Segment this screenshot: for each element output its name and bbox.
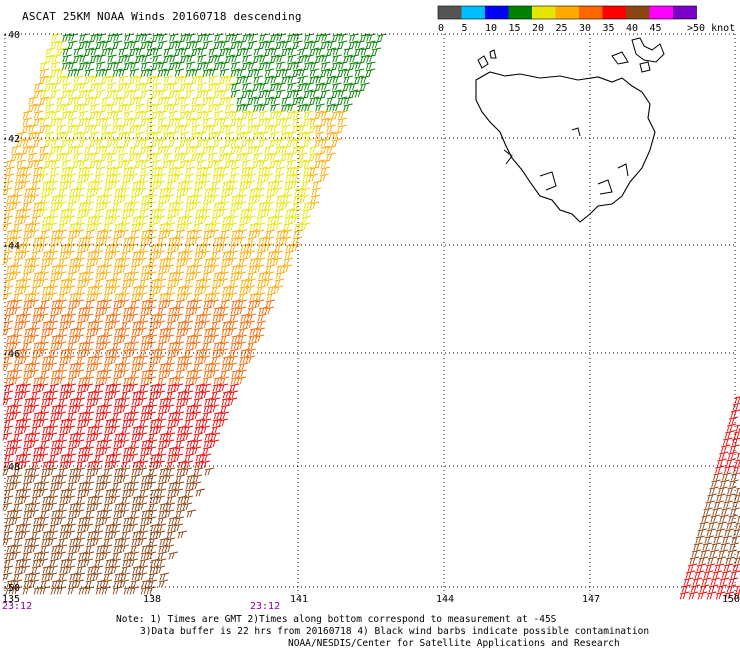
- note-line-2: 3)Data buffer is 22 hrs from 20160718 4)…: [140, 626, 650, 637]
- swath-time-labels: 23:12 23:12: [2, 601, 280, 612]
- footnotes: Note: 1) Times are GMT 2)Times along bot…: [0, 614, 740, 662]
- map-title: ASCAT 25KM NOAA Winds 20160718 descendin…: [22, 10, 302, 23]
- legend-label: 45: [650, 23, 662, 34]
- legend-label: 30: [579, 23, 591, 34]
- legend-swatch: [649, 6, 673, 19]
- lon-label: 150: [722, 594, 740, 605]
- legend-swatch: [485, 6, 509, 19]
- latitude-labels: -40 -42 -44 -46 -48 -50: [2, 30, 20, 594]
- lon-label: 144: [436, 594, 454, 605]
- lat-label: -48: [2, 462, 20, 473]
- legend-label: >50 knots: [687, 23, 736, 34]
- legend-swatch: [461, 6, 485, 19]
- swath-time: 23:12: [250, 601, 280, 612]
- lat-label: -40: [2, 30, 20, 41]
- wind-barb-group: [38, 33, 319, 231]
- legend-swatch: [532, 6, 556, 19]
- legend-swatch: [626, 6, 650, 19]
- graticule: [4, 33, 736, 598]
- tasmania-coastline: [475, 37, 665, 223]
- wind-speed-legend: 0 5 10 15 20 25 30 35 40 45 >50 knots: [437, 5, 736, 34]
- legend-swatch: [579, 6, 603, 19]
- legend-label: 10: [485, 23, 497, 34]
- tasmania-landmass: [475, 71, 656, 223]
- lon-label: 141: [290, 594, 308, 605]
- legend-label: 15: [509, 23, 521, 34]
- lat-label: -46: [2, 349, 20, 360]
- legend-swatch: [438, 6, 462, 19]
- wind-barb-group: [2, 299, 276, 385]
- legend-swatch: [555, 6, 579, 19]
- coast-detail: [503, 127, 629, 195]
- wind-barbs: [2, 33, 740, 600]
- legend-label: 40: [626, 23, 638, 34]
- lon-label: 138: [143, 594, 161, 605]
- swath-time: 23:12: [2, 601, 32, 612]
- wind-map: -40 -42 -44 -46 -48 -50 135 138 141 144 147 150 23…: [2, 30, 740, 612]
- legend-label: 25: [556, 23, 568, 34]
- legend-swatch: [673, 6, 697, 19]
- wind-barb-group: [61, 33, 387, 112]
- wind-barb-group: [2, 383, 740, 600]
- lat-label: -42: [2, 134, 20, 145]
- legend-label: 0: [438, 23, 444, 34]
- longitude-labels: 135 138 141 144 147 150: [2, 594, 740, 605]
- note-line-1: Note: 1) Times are GMT 2)Times along bot…: [116, 614, 557, 625]
- lon-label: 135: [2, 594, 20, 605]
- wind-barb-group: [2, 467, 740, 595]
- legend-label: 20: [532, 23, 544, 34]
- lat-label: -50: [2, 583, 20, 594]
- lon-label: 147: [582, 594, 600, 605]
- legend-swatch: [508, 6, 532, 19]
- note-line-3: NOAA/NESDIS/Center for Satellite Applica…: [288, 638, 620, 649]
- lat-label: -44: [2, 241, 20, 252]
- wind-barb-group: [2, 68, 348, 301]
- northern-islands: [477, 37, 665, 73]
- legend-label: 35: [603, 23, 615, 34]
- legend-label: 5: [462, 23, 468, 34]
- legend-swatch: [602, 6, 626, 19]
